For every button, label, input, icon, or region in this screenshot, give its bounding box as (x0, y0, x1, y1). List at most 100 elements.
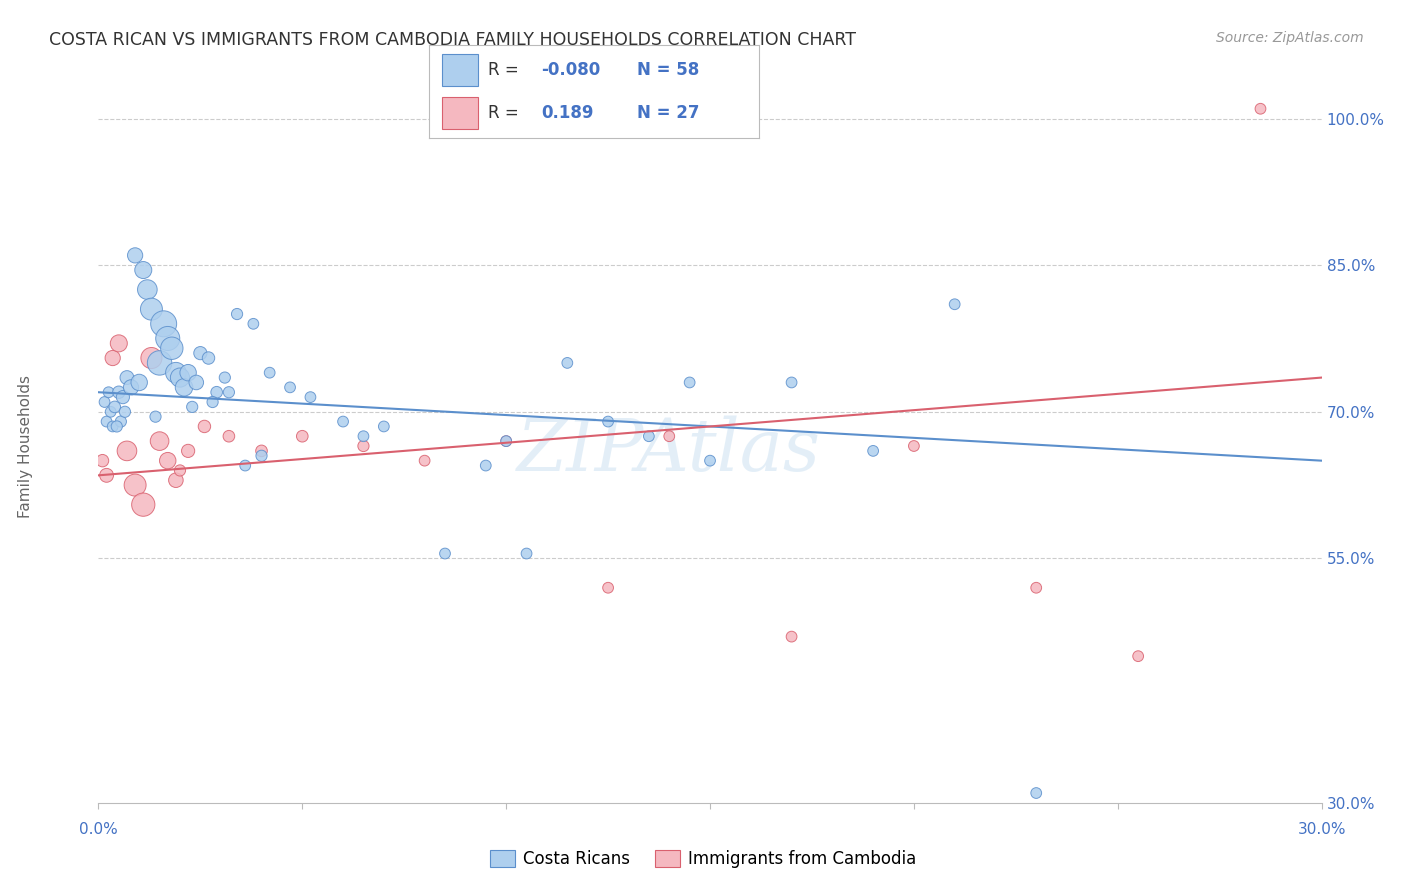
Point (136, 283, 159, 297)
Point (110, 415, 132, 429)
Text: -0.080: -0.080 (541, 61, 600, 78)
Point (145, 409, 167, 424)
Text: Source: ZipAtlas.com: Source: ZipAtlas.com (1216, 31, 1364, 45)
Point (278, 380, 301, 394)
Point (156, 453, 179, 467)
Point (132, 263, 155, 277)
Point (201, 395, 224, 409)
Point (413, 453, 436, 467)
Point (679, 376, 702, 390)
Text: N = 27: N = 27 (637, 104, 700, 122)
Point (1249, 102, 1271, 116)
Point (111, 390, 134, 404)
Text: N = 58: N = 58 (637, 61, 699, 78)
Point (177, 443, 200, 458)
Point (124, 248, 146, 262)
Point (1025, 786, 1047, 800)
Point (299, 390, 322, 404)
Point (352, 429, 374, 443)
Point (433, 547, 456, 561)
Point (165, 366, 187, 380)
Point (169, 370, 191, 384)
Text: R =: R = (488, 61, 524, 78)
Point (173, 380, 195, 394)
FancyBboxPatch shape (441, 97, 478, 129)
Text: COSTA RICAN VS IMMIGRANTS FROM CAMBODIA FAMILY HOUSEHOLDS CORRELATION CHART: COSTA RICAN VS IMMIGRANTS FROM CAMBODIA … (49, 31, 856, 49)
Point (197, 351, 219, 365)
Point (108, 385, 131, 400)
Point (152, 317, 174, 331)
Text: 0.0%: 0.0% (79, 822, 118, 838)
Point (101, 351, 124, 365)
Point (352, 439, 374, 453)
Point (699, 453, 721, 467)
Point (177, 366, 200, 380)
Point (291, 429, 314, 443)
Point (100, 405, 122, 419)
Point (141, 351, 163, 365)
Point (141, 302, 163, 317)
Point (91, 453, 114, 467)
Point (149, 356, 172, 370)
Point (226, 307, 249, 321)
Point (104, 400, 127, 414)
Point (373, 419, 395, 434)
Point (105, 419, 128, 434)
Text: 30.0%: 30.0% (1298, 822, 1346, 838)
Point (114, 405, 136, 419)
Point (218, 385, 240, 400)
Point (596, 415, 619, 429)
Point (128, 376, 150, 390)
Text: R =: R = (488, 104, 530, 122)
Point (862, 443, 884, 458)
Text: ZIPAtlas: ZIPAtlas (517, 416, 821, 486)
Point (474, 458, 498, 473)
Point (259, 366, 281, 380)
Point (218, 429, 240, 443)
Point (156, 331, 179, 345)
Point (214, 370, 236, 384)
Text: Family Households: Family Households (17, 375, 32, 517)
Point (186, 376, 208, 390)
Point (205, 385, 228, 400)
Point (250, 449, 273, 463)
Point (495, 434, 517, 449)
Point (658, 429, 681, 443)
Point (638, 429, 661, 443)
Point (101, 419, 124, 434)
Point (233, 458, 256, 473)
Point (495, 434, 517, 449)
Point (780, 630, 803, 644)
Point (1025, 581, 1047, 595)
Point (188, 346, 212, 360)
Point (903, 439, 925, 453)
Point (780, 376, 803, 390)
Point (943, 297, 966, 311)
Point (516, 547, 538, 561)
Point (193, 419, 215, 434)
Point (115, 370, 138, 384)
Point (169, 463, 191, 477)
Point (1128, 649, 1150, 664)
Point (124, 478, 146, 492)
Point (149, 434, 172, 449)
Legend: Costa Ricans, Immigrants from Cambodia: Costa Ricans, Immigrants from Cambodia (482, 843, 924, 875)
Point (332, 415, 354, 429)
Point (97, 385, 120, 400)
FancyBboxPatch shape (441, 54, 478, 86)
Point (115, 443, 138, 458)
Point (242, 317, 264, 331)
Point (165, 473, 187, 487)
Point (96, 468, 118, 483)
Point (250, 443, 273, 458)
Point (160, 341, 183, 355)
Point (596, 581, 619, 595)
Point (108, 336, 131, 351)
Point (181, 400, 204, 414)
Point (132, 498, 155, 512)
Text: 0.189: 0.189 (541, 104, 593, 122)
Point (96, 415, 118, 429)
Point (120, 380, 142, 394)
Point (557, 356, 579, 370)
Point (93, 395, 115, 409)
